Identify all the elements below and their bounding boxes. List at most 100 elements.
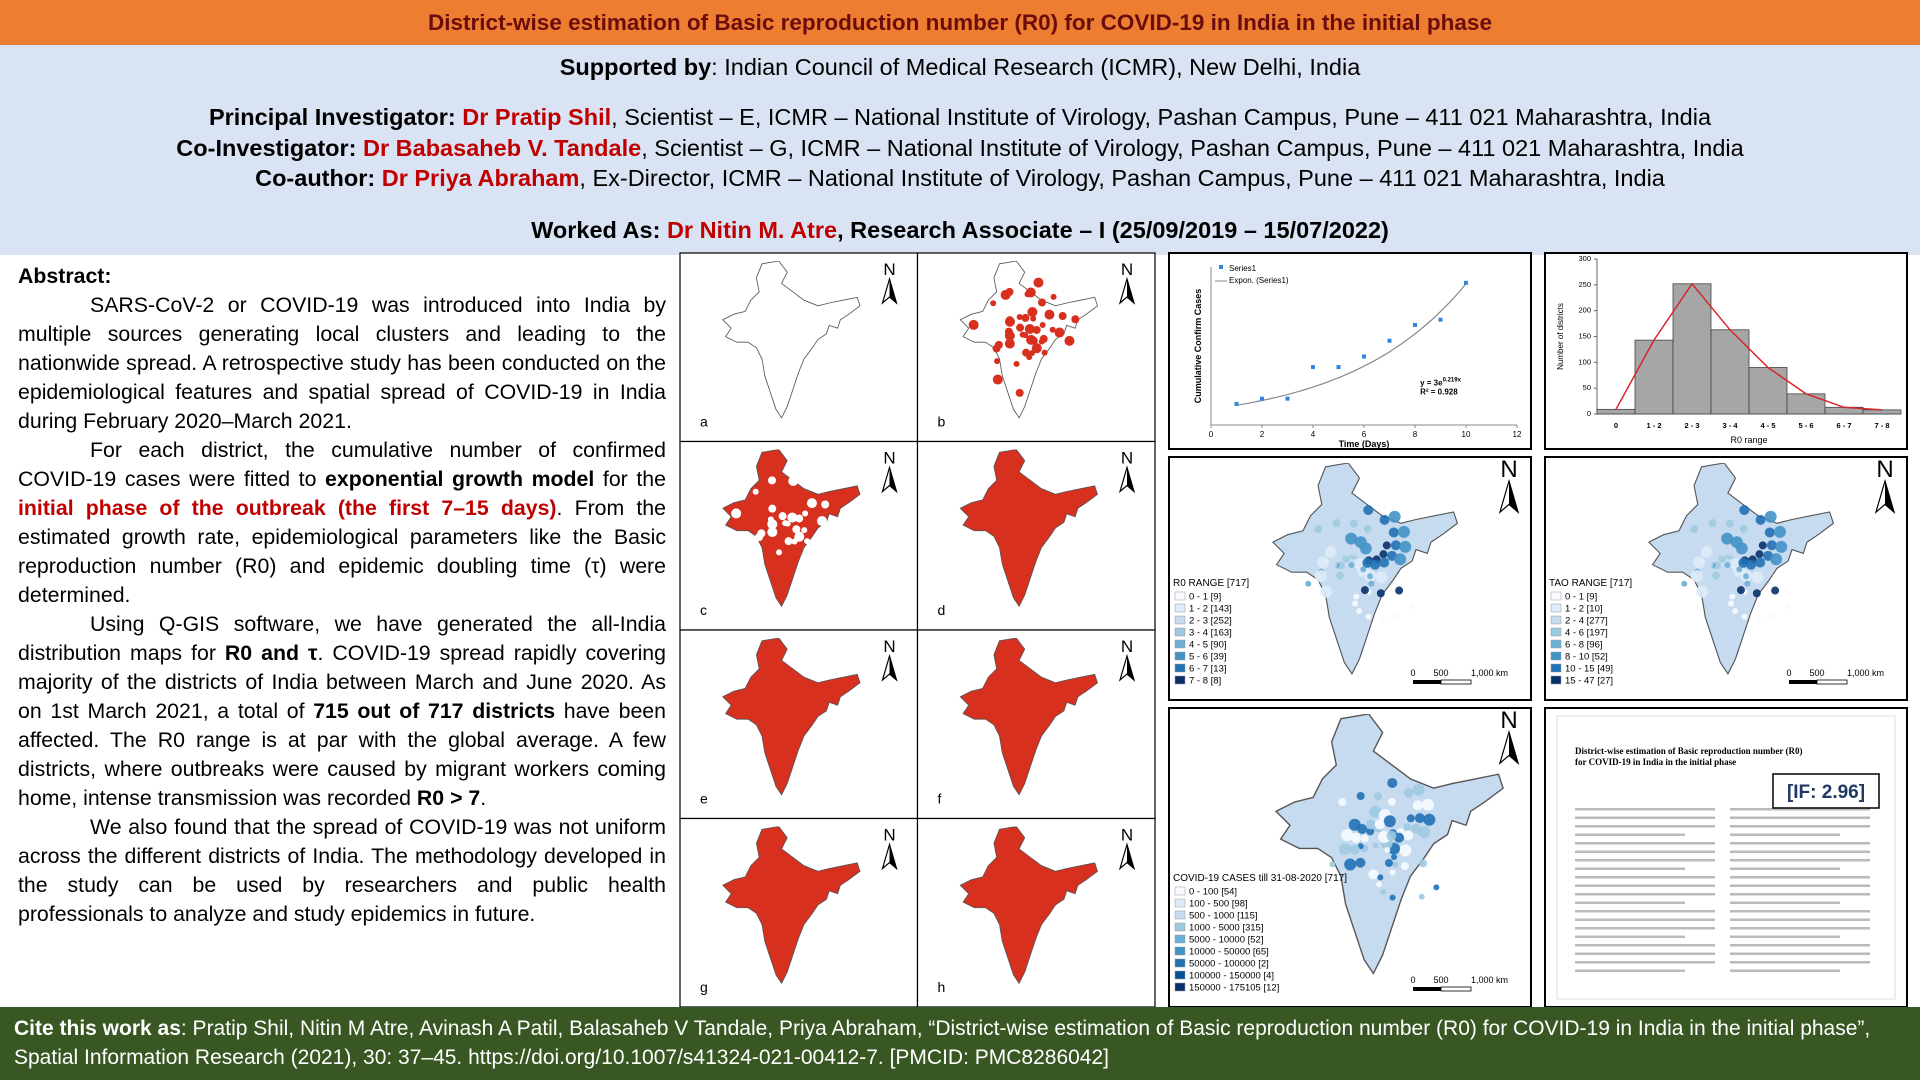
abstract-text: . From the estimated growth rate, epidem… [18,496,666,607]
district-shade [1382,541,1391,550]
text-line [1575,918,1715,921]
district-shade [1384,859,1393,868]
text-line [1575,850,1715,853]
abstract-heading: Abstract: [18,264,112,288]
bar [1748,367,1788,415]
district-shade [1785,603,1792,610]
district-shade [1366,827,1375,836]
district-spot [1038,298,1047,307]
district-shade [1741,613,1748,620]
district-shade [1394,612,1401,619]
x-tick-label: 7 - 8 [1874,421,1889,430]
text-line [1730,952,1870,955]
district-shade [1376,881,1383,888]
legend-item: 8 - 10 [52] [1565,652,1608,663]
district-shade [1341,546,1352,557]
district-shade [1775,540,1788,553]
title: District-wise estimation of Basic reprod… [428,10,1492,35]
legend-swatch [1174,946,1186,956]
district-shade [1729,593,1736,600]
district-shade [1755,550,1764,559]
legend-item: 5 - 6 [39] [1189,652,1227,663]
y-tick-label: 300 [1578,254,1591,263]
legend-item: 2 - 3 [252] [1189,616,1232,627]
worked-details: , Research Associate – I (25/09/2019 – 1… [837,217,1389,243]
district-shade [1752,589,1761,598]
text-line [1730,935,1840,938]
legend-swatch [1174,663,1186,673]
legend-swatch [1174,675,1186,685]
bar [1710,329,1750,415]
district-shade [1707,584,1718,595]
bar [1672,283,1712,415]
district-shade [1342,554,1351,563]
district-spot [990,300,997,307]
text-line [1730,842,1870,845]
district-shade [1418,893,1425,900]
data-point [1362,354,1366,359]
district-spot [806,498,817,509]
abstract-text: 715 out of 717 districts [313,699,556,723]
title-bar: District-wise estimation of Basic reprod… [0,0,1920,45]
district-shade [1399,844,1412,857]
district-shade [1724,562,1731,569]
legend-item: 1 - 2 [143] [1189,604,1232,615]
district-shade [1372,842,1379,849]
district-shade [1751,571,1764,584]
scale-label: 0 [1786,668,1791,678]
legend-swatch [1174,603,1186,613]
map-label: d [938,602,946,618]
text-line [1730,884,1870,887]
impact-factor: [IF: 2.96] [1787,782,1865,803]
legend-swatch [1550,591,1562,601]
district-shade [1681,580,1688,587]
district-shade [1338,843,1351,856]
text-line [1730,969,1840,972]
district-shade [1350,832,1361,843]
district-shade [1770,553,1783,566]
north-arrow-half [889,656,897,680]
legend-swatch [1174,886,1186,896]
district-shade [1744,580,1751,587]
district-shade [1690,525,1699,534]
text-line [1730,859,1870,862]
district-shade [1379,514,1390,525]
district-spot [1064,335,1075,346]
text-line [1575,833,1685,836]
district-shade [1755,514,1766,525]
info-block [0,45,1920,255]
district-shade [1362,557,1373,568]
district-spot [1041,349,1048,356]
district-spot [1015,388,1024,397]
abstract-text: have been affected. The R0 range is at p… [18,699,666,810]
district-shade [1764,510,1777,523]
equation: y = 3e0.219x [1420,378,1461,388]
district-spot [731,508,742,519]
legend-label: Series1 [1229,264,1257,273]
bar [1862,409,1902,415]
district-spot [1024,324,1035,335]
text-line [1575,961,1715,964]
district-shade [1365,819,1376,830]
legend-swatch [1174,958,1186,968]
district-shade [1365,613,1372,620]
district-shade [1384,846,1391,853]
district-shade [1397,525,1410,538]
district-shade [1349,844,1360,855]
scale-bar [1440,986,1472,992]
district-shade [1374,792,1383,801]
x-tick-label: 10 [1462,430,1471,439]
abstract-text: SARS-CoV-2 or COVID-19 was introduced in… [18,293,666,433]
district-shade [1367,573,1374,580]
x-tick-label: 6 - 7 [1836,421,1851,430]
district-shade [1720,596,1731,607]
map-label: g [700,979,708,995]
district-spot [804,538,811,545]
abstract-paragraph: We also found that the spread of COVID-1… [18,813,666,929]
district-shade [1374,819,1385,830]
district-spot [1019,331,1026,338]
district-shade [1403,823,1412,832]
district-shade [1758,541,1767,550]
data-point [1311,365,1315,370]
data-point [1285,396,1290,401]
